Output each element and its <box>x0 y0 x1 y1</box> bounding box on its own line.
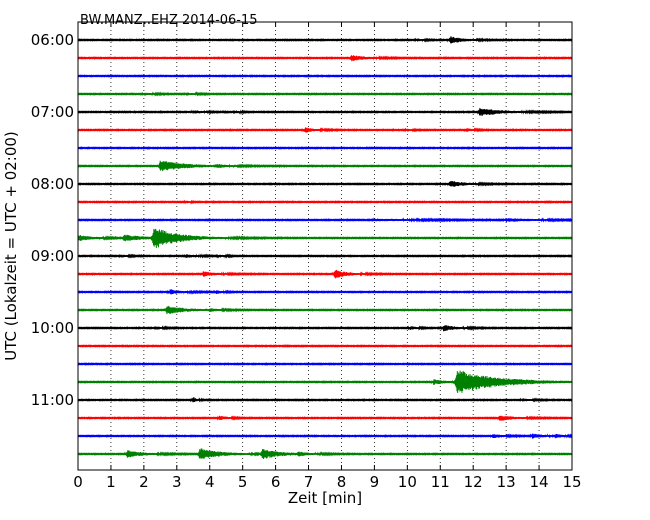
x-tick-label: 3 <box>172 473 182 491</box>
chart-title: BW.MANZ..EHZ 2014-06-15 <box>80 13 258 28</box>
x-tick-label: 11 <box>431 473 450 491</box>
x-tick-label: 5 <box>238 473 248 491</box>
y-axis-label: UTC (Lokalzeit = UTC + 02:00) <box>2 131 20 361</box>
x-tick-label: 15 <box>562 473 581 491</box>
x-axis: 0 1 2 3 4 5 6 7 8 9 10 11 12 13 14 15 <box>73 22 582 491</box>
y-tick-label: 11:00 <box>31 391 74 409</box>
x-tick-label: 10 <box>398 473 417 491</box>
y-tick-label: 07:00 <box>31 103 74 121</box>
x-tick-label: 6 <box>271 473 281 491</box>
y-tick-label: 08:00 <box>31 175 74 193</box>
x-axis-label: Zeit [min] <box>288 489 362 507</box>
vertical-grid <box>110 22 540 470</box>
y-axis: 06:00 07:00 08:00 09:00 10:00 11:00 <box>31 31 572 409</box>
x-tick-label: 4 <box>205 473 215 491</box>
x-tick-label: 12 <box>464 473 483 491</box>
x-tick-label: 2 <box>139 473 149 491</box>
x-tick-label: 8 <box>337 473 347 491</box>
y-tick-label: 10:00 <box>31 319 74 337</box>
y-tick-label: 06:00 <box>31 31 74 49</box>
plot-frame <box>77 21 573 471</box>
x-tick-label: 1 <box>106 473 116 491</box>
trace-group <box>77 36 573 460</box>
x-tick-label: 14 <box>530 473 549 491</box>
x-tick-label: 9 <box>370 473 380 491</box>
x-tick-label: 7 <box>304 473 314 491</box>
x-tick-label: 13 <box>497 473 516 491</box>
x-tick-label: 0 <box>73 473 83 491</box>
y-tick-label: 09:00 <box>31 247 74 265</box>
